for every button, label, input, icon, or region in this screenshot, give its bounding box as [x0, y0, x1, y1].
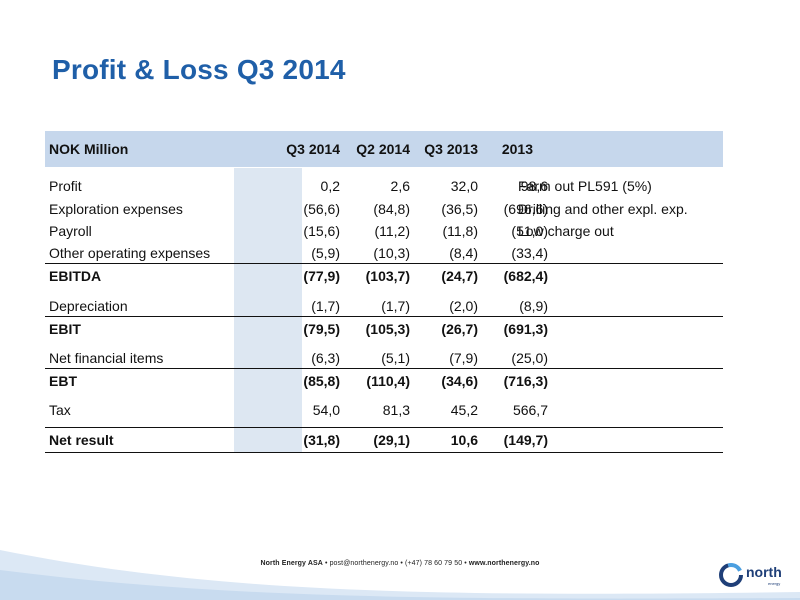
cell-c3: 10,6 — [450, 432, 478, 448]
header-2013: 2013 — [501, 141, 533, 157]
cell-c1: (15,6) — [303, 223, 340, 239]
table-rule — [45, 368, 723, 369]
cell-c2: (10,3) — [373, 245, 410, 261]
cell-c1: (6,3) — [311, 350, 340, 366]
cell-c4: (8,9) — [519, 298, 548, 314]
cell-c1: (5,9) — [311, 245, 340, 261]
footer-sep-1: • — [324, 560, 328, 567]
cell-label: Depreciation — [49, 298, 128, 314]
cell-c2: (110,4) — [366, 373, 410, 389]
cell-label: EBITDA — [49, 268, 102, 284]
table-row: Other operating expenses (5,9) (10,3) (8,4)… — [45, 243, 723, 263]
footer-company: North Energy ASA — [260, 560, 323, 567]
table-row: Tax 54,0 81,3 45,2 566,7 — [45, 400, 723, 420]
cell-c3: (7,9) — [449, 350, 478, 366]
table-row: EBITDA (77,9) (103,7) (24,7) (682,4) — [45, 266, 723, 286]
table-rule — [45, 316, 723, 317]
cell-c2: 2,6 — [390, 178, 410, 194]
cell-c2: 81,3 — [382, 402, 410, 418]
footer: North Energy ASA • post@northenergy.no •… — [0, 560, 800, 567]
logo-name: north — [746, 564, 782, 580]
cell-c2: (5,1) — [381, 350, 410, 366]
highlight-column — [234, 168, 302, 452]
cell-label: Net financial items — [49, 350, 164, 366]
cell-c1: (1,7) — [311, 298, 340, 314]
cell-label: Tax — [49, 402, 71, 418]
table-row: Profit 0,2 2,6 32,0 98,6 Farm out PL591 (5%) — [45, 176, 723, 196]
table-row: Payroll (15,6) (11,2) (11,8) (51,0) Low charg… — [45, 221, 723, 241]
decorative-wave — [0, 550, 800, 600]
cell-c2: (84,8) — [373, 201, 410, 217]
cell-label: Net result — [49, 432, 114, 448]
cell-c3: (34,6) — [441, 373, 478, 389]
cell-c1: (79,5) — [303, 321, 340, 337]
cell-c4: (33,4) — [511, 245, 548, 261]
cell-c4: (691,3) — [503, 321, 548, 337]
cell-label: EBIT — [49, 321, 81, 337]
cell-c2: (103,7) — [365, 268, 410, 284]
cell-comment: Low charge out — [518, 223, 614, 239]
cell-c2: (1,7) — [381, 298, 410, 314]
cell-comment: Farm out PL591 (5%) — [518, 178, 652, 194]
footer-website: www.northenergy.no — [468, 560, 540, 567]
logo-sub: energy — [768, 581, 781, 586]
cell-c3: (36,5) — [441, 201, 478, 217]
cell-c1: (56,6) — [303, 201, 340, 217]
table-rule — [45, 427, 723, 428]
cell-c1: (31,8) — [303, 432, 340, 448]
north-logo-icon — [719, 563, 743, 587]
cell-label: Exploration expenses — [49, 201, 183, 217]
cell-c3: 32,0 — [450, 178, 478, 194]
footer-email: post@northenergy.no — [329, 560, 399, 567]
cell-c3: (24,7) — [441, 268, 478, 284]
cell-c1: 54,0 — [312, 402, 340, 418]
table-rule — [45, 263, 723, 264]
footer-phone: (+47) 78 60 79 50 — [405, 560, 463, 567]
cell-label: Payroll — [49, 223, 92, 239]
cell-c2: (11,2) — [374, 223, 410, 239]
cell-c4: 98,6 — [520, 178, 548, 194]
cell-comment: Drilling and other expl. exp. — [518, 201, 688, 217]
cell-c4: (51,0) — [511, 223, 548, 239]
cell-label: Other operating expenses — [49, 245, 211, 261]
table-row: Net result (31,8) (29,1) 10,6 (149,7) — [45, 430, 723, 450]
cell-c4: (682,4) — [503, 268, 548, 284]
header-label: NOK Million — [49, 141, 129, 157]
table-rule — [45, 452, 723, 453]
footer-sep-2: • — [400, 560, 403, 567]
cell-c1: (77,9) — [303, 268, 340, 284]
cell-c2: (29,1) — [373, 432, 410, 448]
footer-sep-3: • — [464, 560, 467, 567]
cell-c1: (85,8) — [303, 373, 340, 389]
cell-c3: (11,8) — [442, 223, 478, 239]
cell-c4: 566,7 — [512, 402, 548, 418]
header-q3-2013: Q3 2013 — [424, 141, 478, 157]
header-q2-2014: Q2 2014 — [356, 141, 410, 157]
cell-c3: 45,2 — [450, 402, 478, 418]
table-row: EBT (85,8) (110,4) (34,6) (716,3) — [45, 371, 723, 391]
cell-c4: (696,6) — [503, 201, 548, 217]
cell-label: Profit — [49, 178, 82, 194]
cell-c1: 0,2 — [320, 178, 340, 194]
table-row: EBIT (79,5) (105,3) (26,7) (691,3) — [45, 319, 723, 339]
page-title: Profit & Loss Q3 2014 — [52, 54, 346, 85]
cell-c4: (716,3) — [503, 373, 548, 389]
table-row: Exploration expenses (56,6) (84,8) (36,5) (6… — [45, 199, 723, 219]
cell-c3: (26,7) — [441, 321, 478, 337]
cell-c4: (25,0) — [511, 350, 548, 366]
cell-c2: (105,3) — [365, 321, 410, 337]
cell-c3: (2,0) — [449, 298, 478, 314]
table-row: Depreciation (1,7) (1,7) (2,0) (8,9) — [45, 296, 723, 316]
cell-c3: (8,4) — [449, 245, 478, 261]
table-header: NOK Million Q3 2014 Q2 2014 Q3 2013 2013 — [45, 131, 723, 167]
table-row: Net financial items (6,3) (5,1) (7,9) (25,0) — [45, 348, 723, 368]
header-q3-2014: Q3 2014 — [286, 141, 340, 157]
cell-c4: (149,7) — [503, 432, 548, 448]
cell-label: EBT — [49, 373, 77, 389]
